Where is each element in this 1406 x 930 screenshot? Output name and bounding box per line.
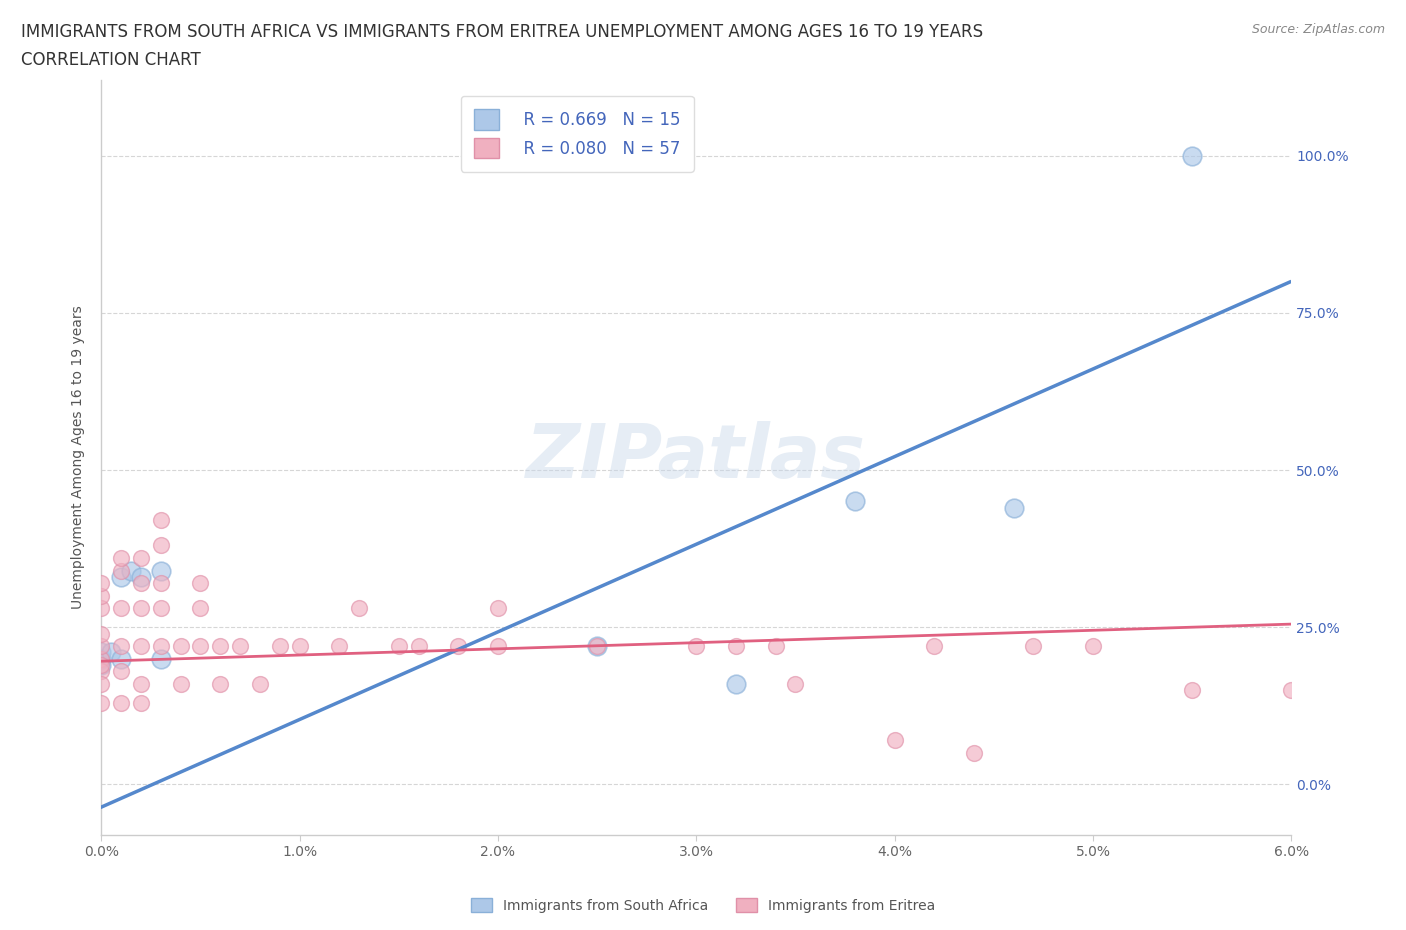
Point xyxy=(129,601,152,616)
Point xyxy=(1181,683,1204,698)
Point xyxy=(229,639,252,654)
Point xyxy=(190,576,212,591)
Point xyxy=(149,639,172,654)
Point xyxy=(90,576,112,591)
Point xyxy=(447,639,470,654)
Point xyxy=(149,538,172,553)
Point xyxy=(249,676,271,691)
Point xyxy=(90,658,112,672)
Point xyxy=(486,639,509,654)
Point xyxy=(724,676,747,691)
Point xyxy=(1002,500,1025,515)
Point xyxy=(129,576,152,591)
Point xyxy=(90,651,112,666)
Point xyxy=(90,626,112,641)
Point xyxy=(883,733,905,748)
Point xyxy=(765,639,787,654)
Point xyxy=(129,569,152,584)
Point xyxy=(1081,639,1104,654)
Point xyxy=(1279,683,1302,698)
Legend:   R = 0.669   N = 15,   R = 0.080   N = 57: R = 0.669 N = 15, R = 0.080 N = 57 xyxy=(461,96,693,172)
Point xyxy=(149,564,172,578)
Point xyxy=(169,639,191,654)
Point xyxy=(785,676,807,691)
Point xyxy=(100,645,122,660)
Point xyxy=(169,676,191,691)
Text: IMMIGRANTS FROM SOUTH AFRICA VS IMMIGRANTS FROM ERITREA UNEMPLOYMENT AMONG AGES : IMMIGRANTS FROM SOUTH AFRICA VS IMMIGRAN… xyxy=(21,23,983,41)
Point xyxy=(844,494,866,509)
Point xyxy=(90,639,112,654)
Point xyxy=(90,651,112,666)
Point xyxy=(1181,148,1204,163)
Point xyxy=(149,512,172,527)
Point xyxy=(129,551,152,565)
Point xyxy=(90,658,112,672)
Point xyxy=(90,645,112,660)
Point xyxy=(90,696,112,711)
Point xyxy=(129,676,152,691)
Point xyxy=(110,551,132,565)
Point xyxy=(269,639,291,654)
Point xyxy=(110,696,132,711)
Point xyxy=(90,676,112,691)
Point xyxy=(120,564,142,578)
Y-axis label: Unemployment Among Ages 16 to 19 years: Unemployment Among Ages 16 to 19 years xyxy=(72,306,86,609)
Point xyxy=(486,601,509,616)
Point xyxy=(149,601,172,616)
Point xyxy=(288,639,311,654)
Text: Source: ZipAtlas.com: Source: ZipAtlas.com xyxy=(1251,23,1385,36)
Point xyxy=(110,601,132,616)
Point xyxy=(110,564,132,578)
Point xyxy=(90,664,112,679)
Point xyxy=(149,576,172,591)
Point xyxy=(129,696,152,711)
Point xyxy=(129,639,152,654)
Point xyxy=(963,746,986,761)
Point xyxy=(209,639,232,654)
Point xyxy=(347,601,370,616)
Text: CORRELATION CHART: CORRELATION CHART xyxy=(21,51,201,69)
Point xyxy=(388,639,411,654)
Text: ZIPatlas: ZIPatlas xyxy=(526,421,866,494)
Point xyxy=(90,601,112,616)
Point xyxy=(586,639,609,654)
Point xyxy=(110,639,132,654)
Point xyxy=(924,639,946,654)
Point xyxy=(685,639,707,654)
Legend: Immigrants from South Africa, Immigrants from Eritrea: Immigrants from South Africa, Immigrants… xyxy=(465,893,941,919)
Point xyxy=(190,601,212,616)
Point xyxy=(1022,639,1045,654)
Point xyxy=(110,569,132,584)
Point xyxy=(408,639,430,654)
Point xyxy=(328,639,350,654)
Point xyxy=(110,664,132,679)
Point xyxy=(724,639,747,654)
Point xyxy=(209,676,232,691)
Point xyxy=(110,651,132,666)
Point xyxy=(586,639,609,654)
Point xyxy=(190,639,212,654)
Point xyxy=(90,589,112,604)
Point xyxy=(149,651,172,666)
